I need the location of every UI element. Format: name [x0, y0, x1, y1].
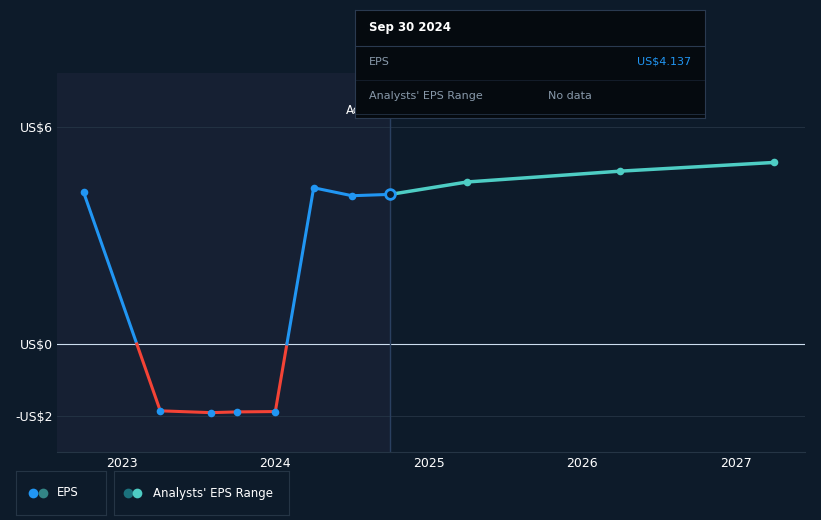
Text: Analysts' EPS Range: Analysts' EPS Range	[153, 487, 273, 500]
Text: Sep 30 2024: Sep 30 2024	[369, 21, 451, 34]
Text: EPS: EPS	[57, 487, 79, 500]
Text: Analysts' EPS Range: Analysts' EPS Range	[369, 92, 483, 101]
Text: EPS: EPS	[369, 57, 390, 67]
Text: No data: No data	[548, 92, 591, 101]
Bar	[57, 73, 390, 452]
Text: Actual: Actual	[346, 103, 383, 116]
Text: US$4.137: US$4.137	[637, 57, 691, 67]
Text: Analysts Forecasts: Analysts Forecasts	[398, 103, 508, 116]
